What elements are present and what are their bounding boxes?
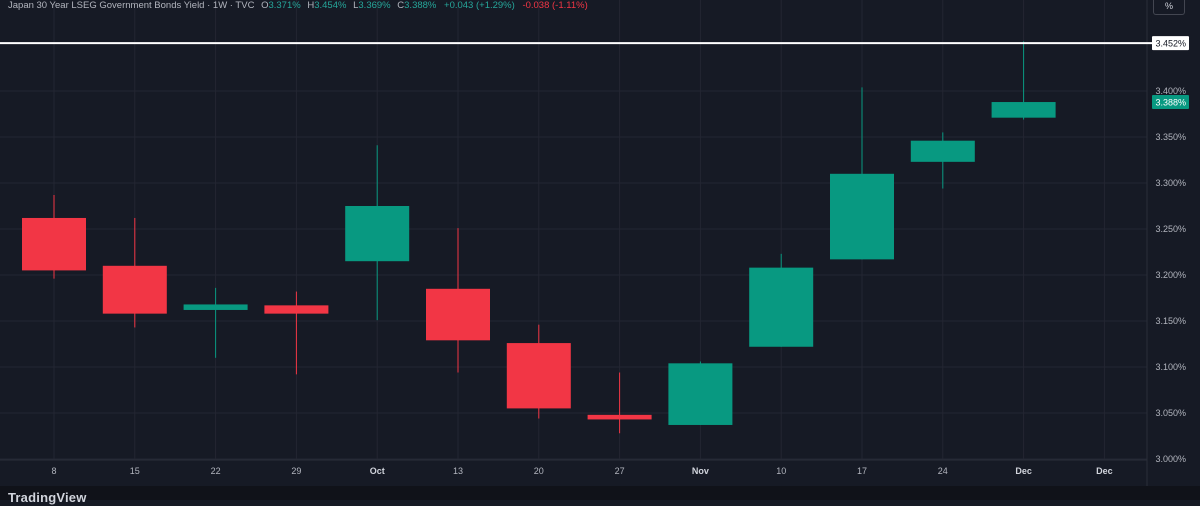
candle-body[interactable] — [506, 343, 571, 409]
y-tick-label: 3.050% — [1155, 408, 1186, 418]
x-tick-label: 24 — [938, 466, 948, 476]
y-tick-label: 3.000% — [1155, 454, 1186, 464]
footer-bar — [0, 486, 1200, 500]
y-tick-label: 3.250% — [1155, 224, 1186, 234]
y-tick-label: 3.150% — [1155, 316, 1186, 326]
symbol-title[interactable]: Japan 30 Year LSEG Government Bonds Yiel… — [8, 0, 255, 11]
x-tick-label: Dec — [1096, 466, 1113, 476]
high-price-tag — [1152, 36, 1189, 51]
last-price-tag — [1152, 95, 1189, 110]
secondary-change-value: -0.038 (-1.11%) — [522, 0, 588, 11]
percent-scale-button[interactable]: % — [1153, 0, 1185, 15]
candle-body[interactable] — [102, 265, 167, 314]
candle-body[interactable] — [587, 414, 652, 420]
candle-body[interactable] — [426, 288, 490, 341]
candle-body[interactable] — [749, 267, 814, 347]
candle-body[interactable] — [264, 305, 329, 314]
x-tick-label: 13 — [453, 466, 463, 476]
high-price-tag-label: 3.452% — [1155, 39, 1186, 49]
close-value: 3.388% — [404, 0, 437, 11]
candle-body[interactable] — [183, 304, 248, 310]
candles — [22, 41, 1056, 434]
x-tick-label: 20 — [534, 466, 544, 476]
time-scale[interactable]: 8 15 22 29 Oct 13 20 27 Nov 10 17 24 Dec Dec — [51, 466, 1112, 476]
x-tick-label: 29 — [291, 466, 301, 476]
price-lines: 3.452% 3.388% — [0, 36, 1189, 110]
high-value: 3.454% — [314, 0, 347, 11]
y-tick-label: 3.200% — [1155, 270, 1186, 280]
y-tick-label: 3.300% — [1155, 178, 1186, 188]
x-tick-label: 15 — [130, 466, 140, 476]
open-value: 3.371% — [268, 0, 301, 11]
last-price-tag-label: 3.388% — [1155, 98, 1186, 108]
y-tick-label: 3.400% — [1155, 86, 1186, 96]
x-tick-label: 10 — [776, 466, 786, 476]
open-label: O — [261, 0, 269, 11]
candle-body[interactable] — [991, 102, 1056, 118]
tradingview-logo[interactable]: TradingView — [8, 490, 87, 505]
x-tick-label: Nov — [692, 466, 709, 476]
candle-body[interactable] — [22, 217, 86, 271]
candle-body[interactable] — [830, 173, 894, 260]
high-label: H — [307, 0, 315, 11]
x-tick-label: 27 — [615, 466, 625, 476]
candle-body[interactable] — [345, 206, 410, 262]
x-tick-label: Dec — [1015, 466, 1032, 476]
y-tick-label: 3.350% — [1155, 132, 1186, 142]
candle-body[interactable] — [910, 140, 975, 162]
symbol-legend: Japan 30 Year LSEG Government Bonds Yiel… — [8, 0, 588, 12]
low-value: 3.369% — [358, 0, 391, 11]
price-scale[interactable]: 3.000% 3.050% 3.100% 3.150% 3.200% 3.250% 3.30… — [1155, 86, 1186, 464]
close-label: C — [397, 0, 405, 11]
x-tick-label: 17 — [857, 466, 867, 476]
y-tick-label: 3.100% — [1155, 362, 1186, 372]
low-label: L — [353, 0, 359, 11]
x-tick-label: Oct — [370, 466, 385, 476]
change-value: +0.043 (+1.29%) — [444, 0, 515, 11]
candle-body[interactable] — [668, 363, 733, 425]
x-tick-label: 22 — [211, 466, 221, 476]
x-tick-label: 8 — [51, 466, 56, 476]
